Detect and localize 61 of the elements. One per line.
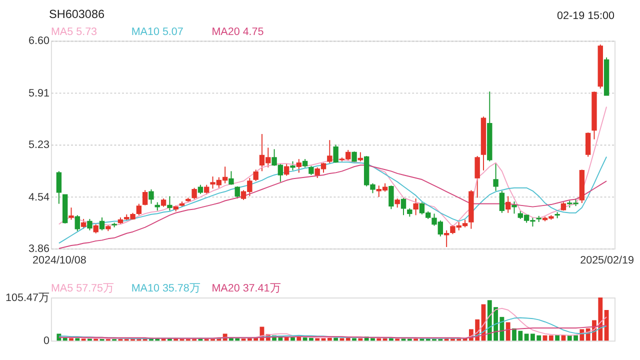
bar [358,338,363,341]
candlestick [253,169,258,182]
bar [296,336,302,341]
candlestick [388,185,394,210]
text: 02-19 15:00 [557,10,615,22]
candlestick [296,158,302,174]
candlestick [234,186,240,199]
candlestick [474,156,480,198]
candlestick [99,216,105,231]
bar [290,337,295,341]
line-series [58,324,608,339]
candlestick [444,230,450,248]
candlestick [585,132,591,158]
candlestick [400,197,406,216]
bar [506,322,510,341]
chart-title: SH603086 [49,8,105,22]
bar [352,338,356,341]
candlestick [493,162,498,192]
candlestick [505,196,511,214]
candlestick [228,170,234,186]
candlestick [333,144,338,164]
candlestick [512,201,517,214]
text: MA10 35.78万 [131,282,200,295]
candlestick [148,188,154,204]
text: MA5 57.75万 [50,282,114,295]
candlestick [68,207,74,220]
candlestick [192,187,197,200]
text: MA5 5.73 [50,26,98,38]
bar [69,338,74,341]
candlestick [142,190,148,206]
candlestick [394,198,400,208]
candlestick [284,163,290,176]
bar [548,335,554,341]
text: MA10 5.07 [131,26,184,38]
candlestick [93,224,98,234]
y-tick-label: 4.54 [28,191,50,204]
bar [346,338,350,341]
y-tick-label: 3.86 [28,242,50,255]
candlestick [308,165,314,176]
candlestick [87,218,92,231]
y-tick-label: 5.23 [28,139,50,152]
candlestick [136,203,142,216]
candlestick [499,190,505,214]
candlestick [198,184,204,194]
candlestick [290,160,296,171]
bar [75,338,80,341]
candlestick [56,170,62,204]
candlestick [327,140,332,164]
text: MA20 4.75 [212,26,264,38]
candlestick [413,198,418,216]
x-tick-label: 2025/02/19 [580,254,634,267]
bar [340,338,344,341]
y-tick-label: 0 [43,335,50,348]
y-tick-label: 6.60 [28,35,50,48]
x-tick-label: 2024/10/08 [32,254,86,267]
candlestick [167,196,172,212]
y-tick-label: 105.47万 [6,292,50,304]
candlestick [80,218,86,230]
candlestick [74,214,80,232]
y-tick-label: 5.91 [28,88,50,100]
text: MA20 37.41万 [212,282,281,295]
